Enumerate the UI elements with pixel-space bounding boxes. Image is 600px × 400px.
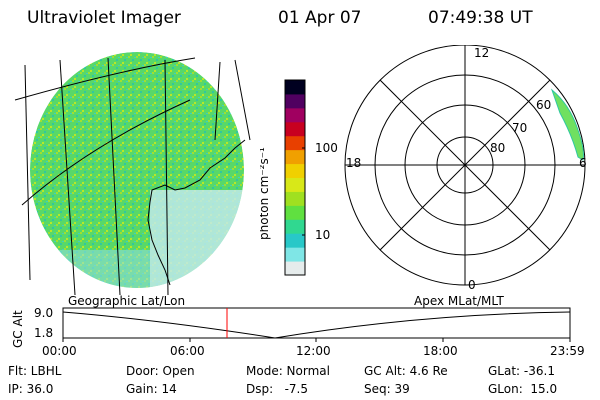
mlt-label-18: 18 (346, 156, 362, 170)
colorbar-unit-label: photon cm⁻²s⁻¹ (260, 147, 271, 240)
mlat-label-60: 60 (536, 98, 552, 112)
aurora-disk (30, 52, 244, 288)
mlat-label-70: 70 (512, 121, 528, 135)
geographic-image (14, 52, 251, 295)
coastline (147, 139, 246, 286)
colorbar-segment (285, 177, 305, 192)
gain-readout: Gain: 14 (126, 382, 177, 396)
time-label: 07:49:38 UT (428, 8, 533, 28)
polar-plot (344, 45, 586, 286)
colorbar: photon cm⁻²s⁻¹ (260, 79, 306, 276)
timeline-xtick-1200: 12:00 (296, 344, 331, 358)
map-grid-lines (14, 57, 251, 295)
colorbar-segment (285, 163, 305, 178)
glon-readout: GLon: 15.0 (488, 382, 558, 396)
door-readout: Door: Open (126, 364, 195, 378)
timeline-axis-label: GC Alt (11, 310, 25, 348)
geographic-label: Geographic Lat/Lon (68, 294, 186, 308)
altitude-curve (62, 311, 571, 339)
mlat-label-80: 80 (490, 141, 506, 155)
timeline-xtick-0000: 00:00 (42, 344, 77, 358)
timeline-xtick-2359: 23:59 (550, 344, 585, 358)
dsp-readout: Dsp: -7.5 (246, 382, 309, 396)
mlt-label-6: 6 (579, 156, 587, 170)
mlt-label-12: 12 (474, 46, 490, 60)
colorbar-segment (285, 93, 305, 109)
colorbar-tick-100: 100 (315, 141, 338, 155)
timeline-ytick-high: 9.0 (34, 306, 54, 320)
colorbar-segment (285, 135, 305, 151)
seq-readout: Seq: 39 (364, 382, 410, 396)
mlt-label-0: 0 (468, 278, 476, 292)
apex-label: Apex MLat/MLT (414, 294, 504, 308)
colorbar-segment (285, 247, 305, 262)
colorbar-segment (285, 205, 305, 220)
glat-readout: GLat: -36.1 (488, 364, 555, 378)
colorbar-segment (285, 149, 305, 165)
date-label: 01 Apr 07 (278, 8, 362, 28)
timeline-xtick-0600: 06:00 (170, 344, 205, 358)
filter-readout: Flt: LBHL (8, 364, 62, 378)
timeline-xtick-1800: 18:00 (423, 344, 458, 358)
colorbar-segment (285, 107, 305, 123)
colorbar-tick-10: 10 (315, 228, 331, 242)
colorbar-segment (285, 219, 305, 234)
colorbar-segment (285, 261, 305, 276)
colorbar-segment (285, 191, 305, 206)
mode-readout: Mode: Normal (246, 364, 330, 378)
altitude-timeline: GC Alt (11, 307, 571, 348)
instrument-title: Ultraviolet Imager (27, 8, 181, 28)
ip-readout: IP: 36.0 (8, 382, 54, 396)
gc-alt-readout: GC Alt: 4.6 Re (364, 364, 448, 378)
colorbar-segment (285, 233, 305, 248)
colorbar-segment (285, 80, 305, 95)
auroral-oval-segment (550, 88, 584, 161)
timeline-ytick-low: 1.8 (34, 326, 54, 340)
colorbar-segment (285, 121, 305, 137)
